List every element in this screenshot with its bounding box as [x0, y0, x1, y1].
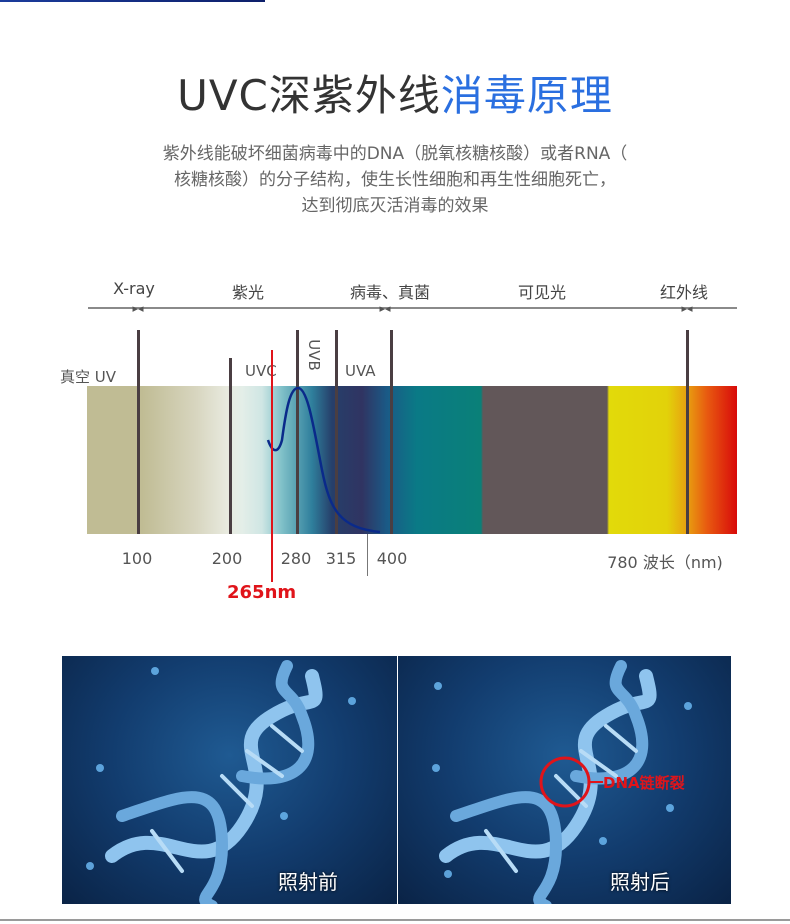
boundary-arrow-icon: ▸◂	[132, 302, 144, 315]
caption-after: 照射后	[610, 870, 670, 894]
page-title: UVC深紫外线消毒原理	[0, 62, 790, 123]
region-violet: 紫光	[231, 283, 265, 302]
boundary-arrow-icon: ▸◂	[681, 302, 693, 315]
description-line-3: 达到彻底灭活消毒的效果	[301, 196, 489, 216]
description-line-2: 核糖核酸）的分子结构，使生长性细胞和再生性细胞死亡，	[174, 170, 616, 190]
region-visible: 可见光	[517, 283, 567, 302]
title-dark: UVC深紫外线	[177, 71, 441, 120]
divider-400	[390, 330, 393, 534]
dna-helix-image	[432, 656, 692, 904]
label-vacuum-uv: 真空 UV	[60, 368, 117, 386]
top-accent-line	[0, 0, 265, 2]
absorption-curve	[266, 386, 381, 534]
break-label: DNA链断裂	[603, 774, 685, 792]
dna-helix-image	[86, 656, 356, 904]
bottom-divider	[0, 919, 790, 921]
region-virus-fungi: 病毒、真菌	[349, 283, 431, 302]
caption-before: 照射前	[278, 870, 338, 894]
divider-315	[335, 330, 338, 534]
spectrum-bar	[87, 386, 737, 534]
marker-label-265: 265nm	[227, 582, 297, 603]
tick-100: 100	[121, 549, 153, 568]
region-xray: X-ray	[113, 279, 155, 298]
curve-end-line	[367, 534, 368, 576]
tick-315: 315	[325, 549, 357, 568]
title-highlight: 消毒原理	[440, 71, 613, 120]
dna-before-panel: 照射前	[62, 656, 397, 904]
dna-after-panel: DNA链断裂 照射后	[398, 656, 731, 904]
boundary-arrow-icon: ▸◂	[379, 302, 391, 315]
divider-200	[229, 358, 232, 534]
marker-line-265	[271, 350, 273, 582]
divider-780	[686, 330, 689, 534]
description-line-1: 紫外线能破坏细菌病毒中的DNA（脱氧核糖核酸）或者RNA（	[162, 144, 628, 164]
label-uvc: UVC	[245, 362, 277, 380]
region-infrared: 红外线	[659, 283, 709, 302]
divider-280	[296, 330, 299, 534]
label-uva: UVA	[345, 362, 376, 380]
tick-280: 280	[280, 549, 312, 568]
divider-100	[137, 330, 140, 534]
region-axis	[88, 307, 737, 309]
tick-400: 400	[376, 549, 408, 568]
tick-780-wavelength: 780 波长（nm)	[607, 553, 723, 572]
tick-200: 200	[211, 549, 243, 568]
